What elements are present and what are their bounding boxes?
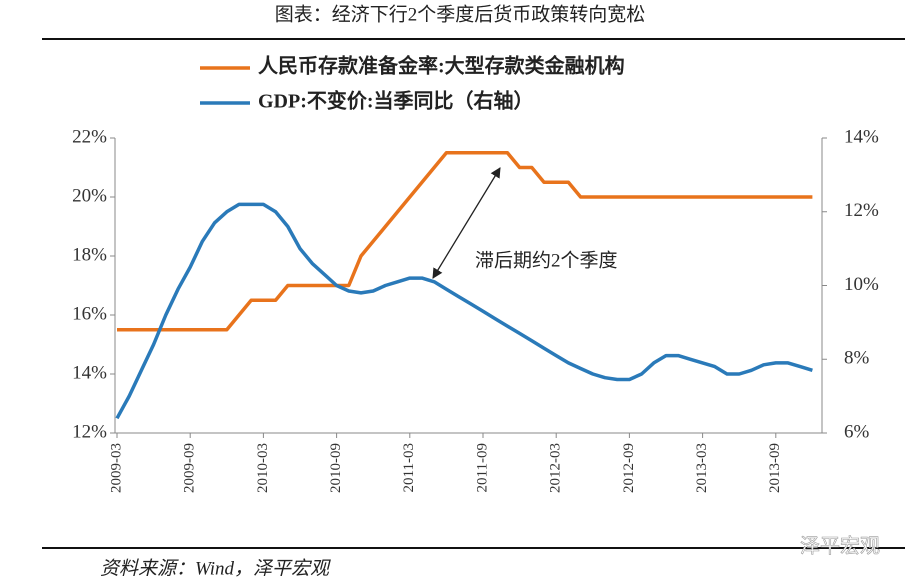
watermark: 泽平宏观 — [800, 535, 880, 558]
y-tick-label: 22% — [72, 126, 107, 147]
source-note: 资料来源：Wind，泽平宏观 — [100, 557, 331, 579]
series-line — [117, 151, 813, 332]
x-tick-label: 2009-09 — [182, 443, 198, 493]
legend-label: 人民币存款准备金率:大型存款类金融机构 — [258, 54, 625, 78]
y2-tick-label: 6% — [844, 421, 870, 442]
y2-tick-label: 12% — [844, 200, 879, 221]
x-tick-label: 2009-03 — [108, 443, 124, 493]
series-line — [115, 202, 813, 420]
y-tick-label: 14% — [72, 362, 107, 383]
y-tick-label: 20% — [72, 185, 107, 206]
y-tick-label: 16% — [72, 303, 107, 324]
x-tick-label: 2012-03 — [548, 443, 564, 493]
x-tick-label: 2011-09 — [474, 443, 490, 492]
y-tick-label: 12% — [72, 421, 107, 442]
x-tick-label: 2010-09 — [328, 443, 344, 493]
legend-label: GDP:不变价:当季同比（右轴） — [258, 89, 534, 113]
lag-arrow — [432, 167, 501, 279]
x-tick-label: 2011-03 — [401, 443, 417, 492]
y2-tick-label: 8% — [844, 348, 870, 369]
y-tick-label: 18% — [72, 244, 107, 265]
annotation: 滞后期约2个季度 — [475, 249, 618, 271]
y2-tick-label: 14% — [844, 126, 879, 147]
x-tick-label: 2013-09 — [767, 443, 783, 493]
x-tick-label: 2010-03 — [255, 443, 271, 493]
y2-tick-label: 10% — [844, 274, 879, 295]
chart-title: 图表：经济下行2个季度后货币政策转向宽松 — [275, 3, 646, 25]
x-tick-label: 2013-03 — [694, 443, 710, 493]
x-tick-label: 2012-09 — [621, 443, 637, 493]
